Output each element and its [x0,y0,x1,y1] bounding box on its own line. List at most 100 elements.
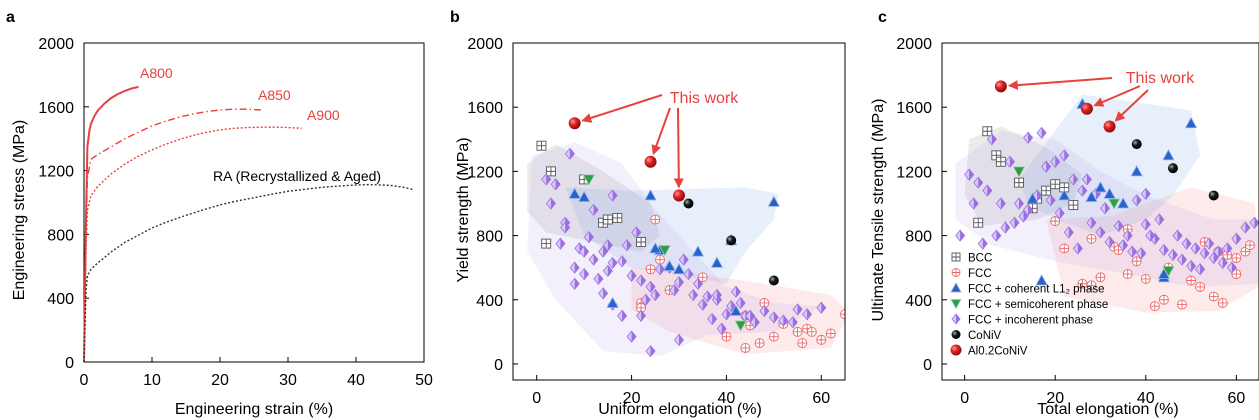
incoherent-marker-half [764,305,769,317]
panel-b-ytick-label: 0 [494,357,503,374]
series-label-a900: A900 [307,107,340,123]
fcc-marker-cross [1195,282,1205,292]
incoherent-marker-half [645,294,651,306]
coniv-marker [1208,190,1219,201]
incoherent-marker-half [1123,239,1128,251]
coniv-marker [951,330,961,339]
panel-b-letter: b [450,9,460,26]
incoherent-marker-half [584,268,589,280]
coherent-marker [767,195,781,207]
panel-a-xtick-label: 50 [415,372,433,389]
incoherent-marker-half [565,222,570,234]
incoherent-marker-half [1050,194,1056,206]
panel-b-xtick-label: 60 [812,390,830,407]
fcc-marker-cross [1186,276,1196,286]
fcc-marker-cross [755,338,765,348]
panel-a-letter: a [6,9,15,26]
incoherent-marker-half [797,303,803,315]
bcc-marker-cross [973,218,983,228]
alconiv-marker [1103,120,1116,133]
coherent-marker [1026,192,1039,204]
incoherent-marker-half [1191,260,1196,272]
semicoherent-marker [658,245,671,257]
incoherent-marker-half [1009,156,1015,168]
panel-b-ytick-label: 400 [476,293,503,310]
incoherent-marker-half [607,265,613,277]
incoherent-marker-half [674,284,679,296]
coherent-marker [649,242,662,254]
semicoherent-marker [1012,166,1026,178]
panel-c-xtick-label: 0 [960,390,969,407]
incoherent-marker-half [1068,226,1074,238]
legend-label: FCC + semicoherent phase [968,299,1108,311]
panel-c-plot-area: 0 20 40 60 0 400 800 1200 1600 2000 This work [896,36,1259,407]
incoherent-marker-half [1000,197,1006,209]
incoherent-marker-half [612,257,618,269]
fcc-marker-cross [840,309,845,319]
coniv-marker [726,235,737,246]
panel-a-xtick-label: 0 [80,372,89,389]
incoherent-marker-half [612,189,618,201]
incoherent-marker-half [1172,249,1178,261]
incoherent-marker-half [1222,257,1228,269]
coherent-marker [1094,181,1107,193]
legend-entry: FCC + incoherent phase [951,313,1093,327]
incoherent-marker-half [607,239,613,251]
panel-b-coherent-region [565,187,779,284]
panel-a-plot-area: 0 10 20 30 40 50 0 400 800 1200 1600 2000 A800 A850 A9… [38,36,433,389]
legend-entry: FCC + semicoherent phase [950,299,1108,311]
incoherent-marker-half [1132,246,1137,258]
fcc-marker-cross [655,255,665,265]
bcc-marker-cross [1050,179,1060,189]
semicoherent-marker [1107,198,1121,210]
incoherent-marker-half [593,254,599,266]
incoherent-marker-half [1059,207,1065,219]
bcc-marker-cross [1068,200,1078,210]
panel-a-ytick-label: 2000 [38,36,74,53]
panel-b-xlabel: Uniform elongation (%) [598,401,762,418]
panel-b-this-work-arrow [651,107,671,156]
coniv-marker [1167,163,1178,174]
incoherent-marker-half [731,300,736,312]
incoherent-marker-half [987,185,992,197]
panel-c-clipped-content [955,80,1259,313]
fcc-marker-cross [1114,245,1124,255]
panel-a-axes-frame [83,42,425,363]
incoherent-marker-half [1254,217,1259,229]
incoherent-marker-half [1028,132,1033,144]
incoherent-marker-half [679,334,684,346]
coherent-marker [672,262,686,275]
fcc-marker-cross [1123,269,1133,279]
panel-b-xtick-label: 20 [623,390,641,407]
incoherent-marker-half [1145,188,1151,200]
bcc-marker-cross [536,141,546,151]
incoherent-marker-half [1100,226,1105,238]
incoherent-marker-half [1041,127,1047,139]
coniv-marker [768,275,779,286]
panel-c-xtick-label: 20 [1046,390,1064,407]
panel-a-ytick-label: 400 [47,291,74,308]
incoherent-marker-half [712,313,717,325]
coherent-marker [1058,189,1071,201]
panel-a-xtick-label: 10 [143,372,161,389]
fcc-marker-cross [1150,301,1160,311]
panel-a-ytick-label: 1600 [38,100,74,117]
alconiv-marker [1080,102,1093,115]
panel-c-xlabel: Total elongation (%) [1037,401,1178,418]
incoherent-marker-half [650,345,656,357]
incoherent-marker-half [1005,222,1010,234]
incoherent-marker-half [960,230,965,242]
coherent-marker [1103,187,1116,199]
incoherent-marker-half [956,314,960,324]
alconiv-marker [644,155,657,168]
incoherent-marker-half [660,263,665,275]
coherent-marker [691,245,705,257]
bcc-marker-cross [546,166,556,176]
coherent-marker [710,256,724,268]
incoherent-marker-half [1154,233,1160,245]
incoherent-marker-half [702,299,708,311]
incoherent-marker-half [726,308,731,320]
panel-b-ytick-label: 800 [476,229,503,246]
incoherent-marker-half [1073,173,1078,185]
incoherent-marker-half [1236,233,1241,245]
